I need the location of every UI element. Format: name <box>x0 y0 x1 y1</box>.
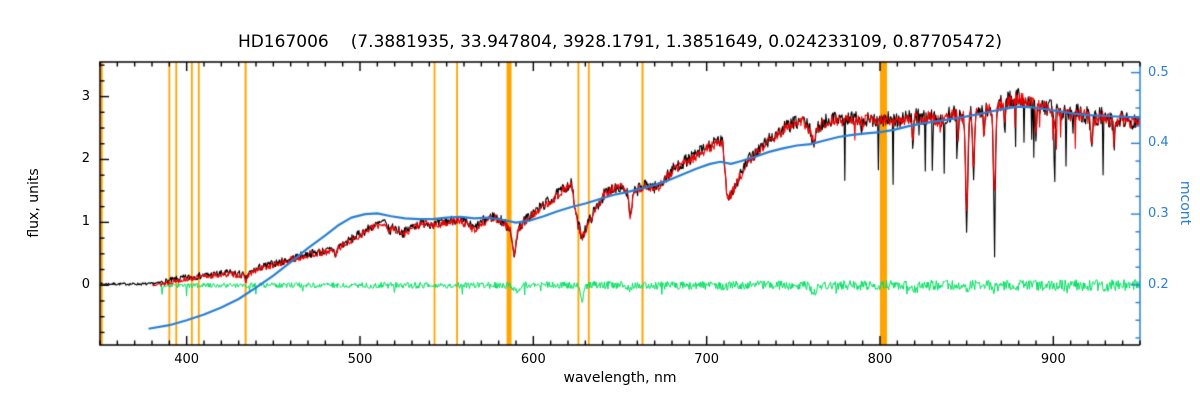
x-tick-label: 500 <box>347 352 373 367</box>
star-id: HD167006 <box>237 32 329 52</box>
x-tick-label: 700 <box>694 352 720 367</box>
chart-title: HD167006 (7.3881935, 33.947804, 3928.1791… <box>100 32 1140 52</box>
title-params: (7.3881935, 33.947804, 3928.1791, 1.3851… <box>350 32 1003 52</box>
y-left-tick-label: 1 <box>81 214 90 230</box>
y-right-tick-label: 0.4 <box>1148 135 1169 151</box>
y-right-tick-label: 0.3 <box>1148 206 1169 222</box>
y-left-tick-label: 2 <box>81 151 90 167</box>
y-axis-label-right: mcont <box>1177 180 1193 226</box>
x-tick-label: 800 <box>867 352 893 367</box>
y-axis-label-left: flux, units <box>26 168 42 238</box>
x-axis-label: wavelength, nm <box>563 370 677 386</box>
y-right-tick-label: 0.2 <box>1148 276 1169 292</box>
x-tick-label: 400 <box>174 352 200 367</box>
y-left-tick-label: 0 <box>81 277 90 293</box>
x-tick-label: 900 <box>1040 352 1066 367</box>
y-right-tick-label: 0.5 <box>1148 64 1169 80</box>
y-left-tick-label: 3 <box>81 88 90 104</box>
x-tick-label: 600 <box>520 352 546 367</box>
